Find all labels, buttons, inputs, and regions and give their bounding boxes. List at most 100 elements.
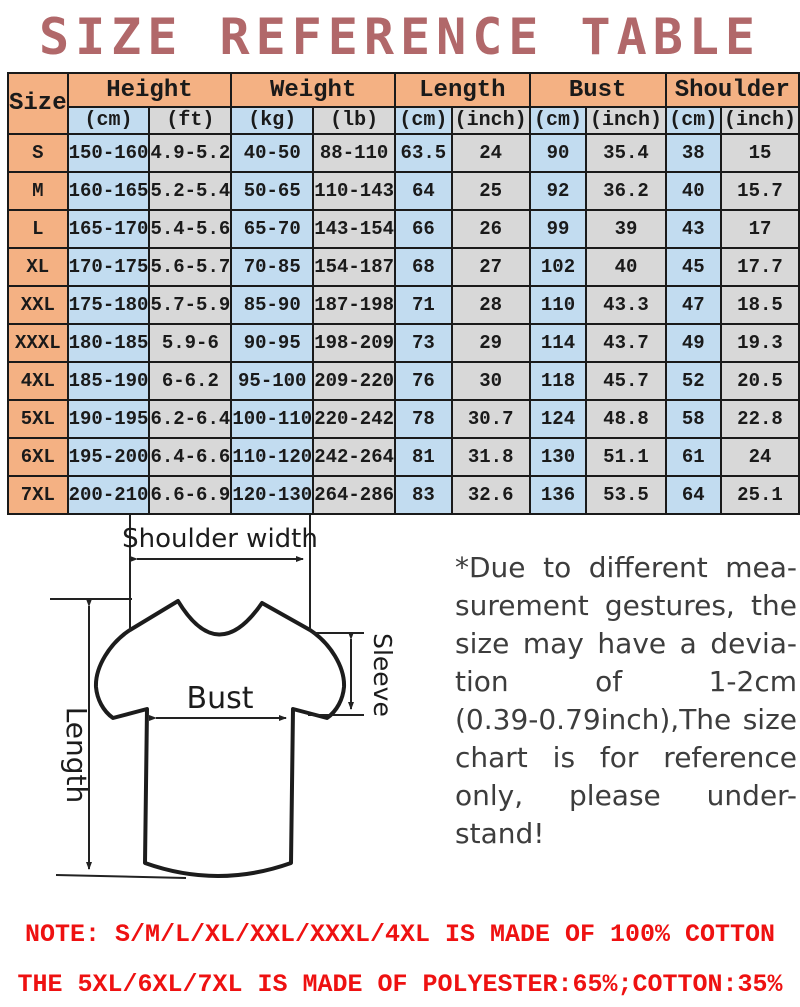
cell-shoulder_inch: 18.5 <box>719 285 800 325</box>
cell-height_cm: 160-165 <box>66 171 151 211</box>
cell-length_inch: 24 <box>450 133 531 173</box>
bust-label: Bust <box>187 681 254 716</box>
cell-weight_lb: 209-220 <box>312 361 397 401</box>
cell-height_cm: 165-170 <box>66 209 151 249</box>
cell-bust_cm: 130 <box>528 437 588 477</box>
disclaimer-line: surement gestures, the <box>455 589 797 622</box>
sleeve-label: Sleeve <box>368 633 397 717</box>
size-row: XXL 175-180 5.7-5.9 85-90 187-198 71 28 110 43.3… <box>7 285 800 325</box>
cell-shoulder_inch: 15 <box>719 133 800 173</box>
size-row: L 165-170 5.4-5.6 65-70 143-154 66 26 99 39 43 17 <box>7 209 800 249</box>
cell-length_cm: 73 <box>394 323 453 363</box>
cell-bust_cm: 92 <box>528 171 588 211</box>
column-header-length: Length <box>394 72 531 108</box>
cell-weight_lb: 264-286 <box>312 475 397 515</box>
cell-bust_inch: 43.7 <box>585 323 667 363</box>
size-label: S <box>7 133 69 173</box>
cell-height_ft: 5.4-5.6 <box>148 209 233 249</box>
disclaimer-line: size may have a devia- <box>455 627 797 660</box>
cell-shoulder_cm: 47 <box>664 285 722 325</box>
cell-shoulder_cm: 38 <box>664 133 722 173</box>
size-label: XXL <box>7 285 69 325</box>
cell-length_cm: 78 <box>394 399 453 439</box>
cell-length_cm: 68 <box>394 247 453 287</box>
cell-weight_kg: 85-90 <box>230 285 315 325</box>
cell-height_ft: 5.6-5.7 <box>148 247 233 287</box>
cell-shoulder_inch: 15.7 <box>719 171 800 211</box>
cell-height_cm: 185-190 <box>66 361 151 401</box>
unit-length-cm: (cm) <box>394 106 453 135</box>
fabric-note-line-1: NOTE: S/M/L/XL/XXL/XXXL/4XL IS MADE OF 1… <box>24 920 776 949</box>
unit-bust-inch: (inch) <box>585 106 667 135</box>
cell-height_ft: 5.7-5.9 <box>148 285 233 325</box>
cell-length_inch: 30 <box>450 361 531 401</box>
size-row: S 150-160 4.9-5.2 40-50 88-110 63.5 24 90 35.4 38… <box>7 133 800 173</box>
cell-bust_cm: 118 <box>528 361 588 401</box>
cell-weight_kg: 120-130 <box>230 475 315 515</box>
cell-weight_kg: 100-110 <box>230 399 315 439</box>
cell-length_cm: 64 <box>394 171 453 211</box>
cell-length_inch: 29 <box>450 323 531 363</box>
cell-bust_cm: 102 <box>528 247 588 287</box>
disclaimer-line: chart is for reference <box>455 741 797 774</box>
cell-length_inch: 32.6 <box>450 475 531 515</box>
column-header-bust: Bust <box>528 72 667 108</box>
size-label: 4XL <box>7 361 69 401</box>
fabric-note-line-2: THE 5XL/6XL/7XL IS MADE OF POLYESTER:65%… <box>17 970 783 999</box>
cell-length_cm: 63.5 <box>394 133 453 173</box>
cell-length_cm: 71 <box>394 285 453 325</box>
disclaimer-line: stand! <box>455 817 545 850</box>
cell-length_inch: 30.7 <box>450 399 531 439</box>
cell-bust_inch: 39 <box>585 209 667 249</box>
cell-shoulder_inch: 19.3 <box>719 323 800 363</box>
cell-bust_inch: 45.7 <box>585 361 667 401</box>
disclaimer-line: (0.39-0.79inch),The size <box>455 703 797 736</box>
cell-height_ft: 6-6.2 <box>148 361 233 401</box>
cell-shoulder_cm: 40 <box>664 171 722 211</box>
unit-height-ft: (ft) <box>148 106 233 135</box>
cell-height_cm: 150-160 <box>66 133 151 173</box>
cell-shoulder_inch: 25.1 <box>719 475 800 515</box>
cell-bust_cm: 90 <box>528 133 588 173</box>
size-row: M 160-165 5.2-5.4 50-65 110-143 64 25 92 36.2 40 1… <box>7 171 800 211</box>
cell-bust_cm: 110 <box>528 285 588 325</box>
cell-height_ft: 5.9-6 <box>148 323 233 363</box>
page-title: SIZE REFERENCE TABLE <box>38 8 762 66</box>
cell-bust_cm: 136 <box>528 475 588 515</box>
cell-weight_lb: 110-143 <box>312 171 397 211</box>
cell-height_cm: 170-175 <box>66 247 151 287</box>
column-header-size: Size <box>7 72 69 135</box>
cell-weight_kg: 50-65 <box>230 171 315 211</box>
disclaimer-line: *Due to different mea- <box>455 551 797 584</box>
cell-length_cm: 83 <box>394 475 453 515</box>
cell-height_ft: 4.9-5.2 <box>148 133 233 173</box>
size-row: 5XL 190-195 6.2-6.4 100-110 220-242 78 30.7 124… <box>7 399 800 439</box>
column-header-weight: Weight <box>230 72 397 108</box>
cell-length_inch: 28 <box>450 285 531 325</box>
tshirt-outline <box>93 599 347 878</box>
size-reference-table: Size Height Weight Length Bust Shoulder … <box>7 72 800 515</box>
cell-weight_lb: 143-154 <box>312 209 397 249</box>
cell-shoulder_cm: 61 <box>664 437 722 477</box>
cell-weight_kg: 90-95 <box>230 323 315 363</box>
cell-weight_kg: 70-85 <box>230 247 315 287</box>
table-header-row: Size Height Weight Length Bust Shoulder <box>7 72 800 135</box>
unit-shoulder-cm: (cm) <box>664 106 722 135</box>
cell-length_inch: 26 <box>450 209 531 249</box>
cell-shoulder_inch: 22.8 <box>719 399 800 439</box>
cell-shoulder_cm: 43 <box>664 209 722 249</box>
cell-weight_lb: 242-264 <box>312 437 397 477</box>
cell-weight_kg: 95-100 <box>230 361 315 401</box>
cell-bust_inch: 51.1 <box>585 437 667 477</box>
size-row: 4XL 185-190 6-6.2 95-100 209-220 76 30 118 45.7 5… <box>7 361 800 401</box>
size-row: XL 170-175 5.6-5.7 70-85 154-187 68 27 102 40 45 1… <box>7 247 800 287</box>
length-label: Length <box>60 707 93 804</box>
cell-shoulder_cm: 58 <box>664 399 722 439</box>
fabric-note: NOTE: S/M/L/XL/XXL/XXXL/4XL IS MADE OF 1… <box>0 910 800 1007</box>
unit-length-inch: (inch) <box>450 106 531 135</box>
cell-height_cm: 175-180 <box>66 285 151 325</box>
cell-shoulder_cm: 49 <box>664 323 722 363</box>
cell-length_cm: 81 <box>394 437 453 477</box>
disclaimer-line: only, please under- <box>455 779 797 812</box>
column-header-shoulder: Shoulder <box>664 72 800 108</box>
